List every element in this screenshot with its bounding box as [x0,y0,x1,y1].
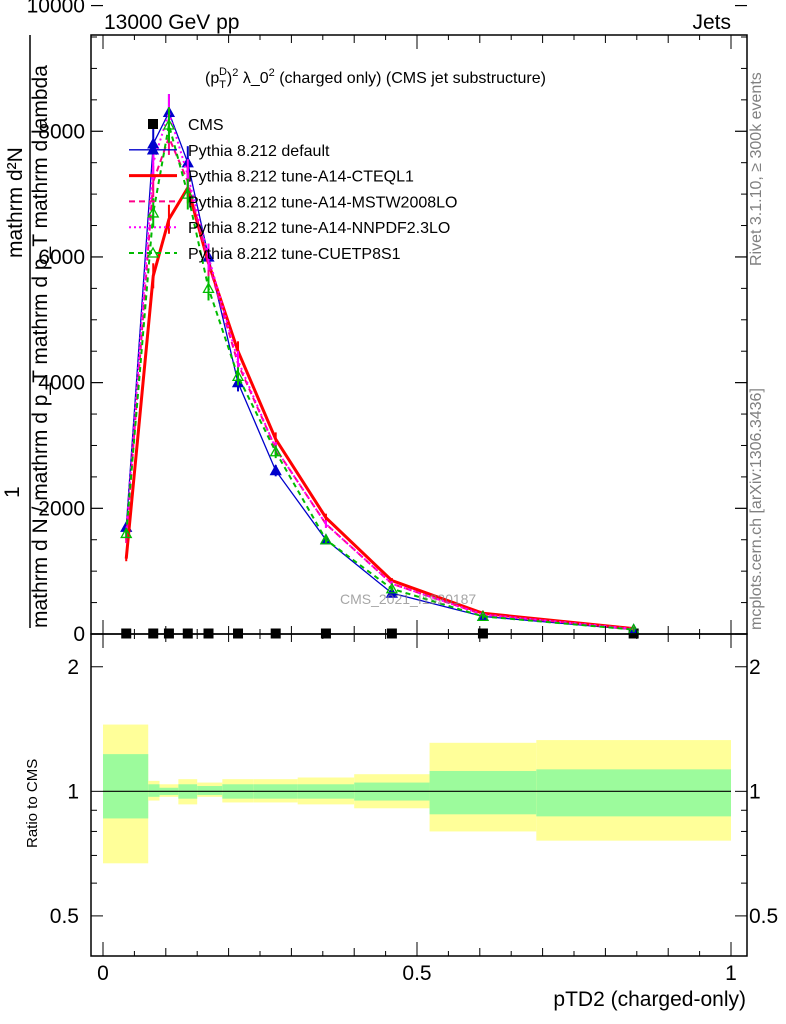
ratio-band-inner-0 [103,754,149,819]
ratio-ytick-label-right-1: 1 [749,780,761,803]
series-marker-5 [231,370,245,381]
plot-title-mid: λ_0 [238,70,268,87]
ratio-ytick-label-right-0: 0.5 [749,905,778,928]
main-series-group [120,94,640,639]
main-ytick-label-3: 6000 [38,246,85,269]
series-line-4 [125,108,634,630]
watermark: CMS_2021_I1920187 [340,591,476,607]
x-tick-label-0: 0 [97,962,109,985]
plot-title-sup3: 2 [269,67,275,79]
main-ylabel-main: mathrm d N / mathrm d p_T mathrm d p_T m… [29,65,52,628]
main-ytick-label-2: 4000 [38,372,85,395]
legend-entry-2-label: Pythia 8.212 tune-A14-CTEQL1 [188,169,414,186]
main-ylabel-one: 1 [1,486,24,498]
series-marker-5 [181,187,194,199]
ratio-band-inner-1 [148,784,160,797]
plot-title-tail: (charged only) (CMS jet substructure) [275,70,546,87]
series-line-5 [125,124,634,631]
x-axis-label: pTD2 (charged-only) [553,988,746,1011]
series-marker-1 [269,464,282,476]
ratio-band-inner-4 [197,786,223,795]
series-marker-5 [269,445,282,457]
ratio-ytick-label-right-2: 2 [749,656,761,679]
legend-entry-4-label: Pythia 8.212 tune-A14-NNPDF2.3LO [188,220,450,237]
main-ytick-label-0: 0 [73,623,85,646]
ratio-bands [103,724,731,864]
x-tick-label-1: 0.5 [402,962,431,985]
ratio-tick-labels: 0 0.5 1 0.5 0.5 1 1 2 2 [50,656,778,985]
legend-entry-3-label: Pythia 8.212 tune-A14-MSTW2008LO [188,194,457,211]
series-marker-5 [202,282,215,294]
ratio-ytick-label-1: 1 [67,780,79,803]
series-5 [120,107,640,635]
main-tick-labels: 0200040006000800010000120001400016000180… [27,0,85,646]
header-jets: Jets [692,11,731,34]
ratio-ylabel: Ratio to CMS [24,759,41,848]
legend: CMS Pythia 8.212 default Pythia 8.212 tune… [129,117,457,263]
mcplots-label: mcplots.cern.ch [arXiv:1306.3436] [748,388,765,630]
main-frame [90,4,748,635]
plot-title-pre: (p [205,70,219,87]
main-ytick-label-4: 8000 [38,120,85,143]
legend-entry-0-marker [148,119,158,129]
ratio-band-inner-9 [429,770,537,815]
series-marker-5 [476,610,490,622]
ratio-frame-rect [90,633,748,957]
series-marker-5 [120,527,133,539]
plot-title-post: ) [227,70,232,87]
legend-entry-1-marker [146,143,160,155]
main-ylabel-num: mathrm d²N [4,147,27,258]
series-marker-5 [319,533,333,545]
plot-title-sup: D [219,66,227,78]
main-ylabel: mathrm d N / mathrm d p_T mathrm d p_T m… [1,35,52,628]
legend-entry-0-label: CMS [188,117,224,134]
series-marker-5 [162,118,176,130]
rivet-label: Rivet 3.1.10, ≥ 300k events [748,72,765,266]
ratio-band-inner-10 [536,769,731,817]
legend-entry-5-label: Pythia 8.212 tune-CUETP8S1 [188,246,401,263]
ratio-ytick-label-0: 0.5 [50,905,79,928]
header-energy: 13000 GeV pp [104,11,239,34]
series-line-1 [125,110,634,631]
legend-entry-1-label: Pythia 8.212 default [188,143,330,160]
main-ytick-label-1: 2000 [38,497,85,520]
plot-title-sub: T [219,79,226,91]
plot-title: (pTD)2 λ_02 (charged only) (CMS jet subs… [205,66,546,91]
ratio-ytick-label-2: 2 [67,656,79,679]
legend-entry-5-marker [146,246,160,258]
plot-title-sup2: 2 [232,67,238,79]
main-ytick-label-5: 10000 [27,0,85,18]
series-marker-5 [147,206,160,218]
x-tick-label-2: 1 [725,962,737,985]
series-marker-5 [385,582,398,594]
ratio-frame [90,633,748,957]
